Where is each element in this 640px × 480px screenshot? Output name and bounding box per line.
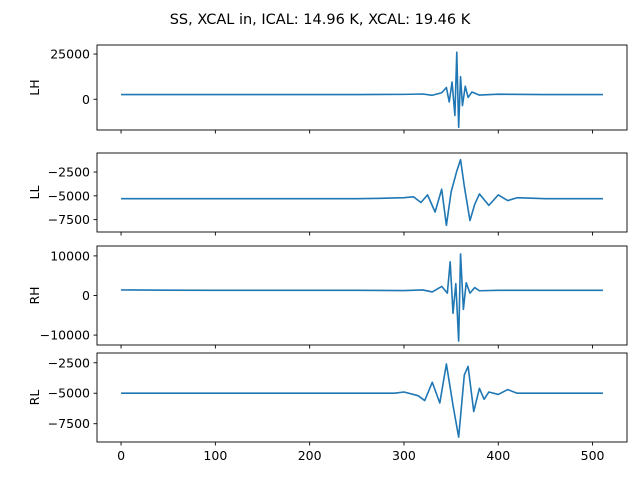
subplot-ll: −2500 −5000 −7500 LL: [27, 152, 628, 236]
y-tick-label: −7500: [48, 212, 90, 227]
x-tick-label: 300: [392, 448, 416, 463]
series-line-ll: [121, 158, 603, 227]
x-tick-label: 200: [298, 448, 322, 463]
figure-title: SS, XCAL in, ICAL: 14.96 K, XCAL: 19.46 …: [170, 12, 471, 28]
axes-frame: [96, 152, 628, 233]
x-tick-label: 400: [486, 448, 510, 463]
y-tick-label: −7500: [48, 416, 90, 431]
x-tick-label: 100: [203, 448, 227, 463]
axes-frame: [96, 44, 628, 131]
series-line-lh: [121, 51, 603, 129]
y-axis-label: LH: [27, 79, 42, 95]
y-axis-label: RL: [27, 390, 42, 406]
y-tick-label: 0: [82, 288, 90, 303]
y-tick-label: 0: [82, 92, 90, 107]
y-tick-label: −2500: [48, 165, 90, 180]
y-tick-label: −2500: [48, 355, 90, 370]
axes-frame: [96, 352, 628, 443]
subplots: 0 25000 LH −2500 −5000 −7500 LL 10000 0 −10000 RH −…: [27, 44, 628, 463]
subplot-rl: −2500 −5000 −7500 0 100 200 300 400 500 RL: [27, 352, 628, 463]
series-line-rh: [121, 253, 603, 342]
series-line-rl: [121, 363, 603, 438]
subplot-lh: 0 25000 LH: [27, 44, 628, 134]
y-tick-label: −10000: [40, 328, 90, 343]
y-axis-label: LL: [27, 186, 42, 200]
x-tick-label: 0: [117, 448, 125, 463]
y-tick-label: 25000: [50, 47, 90, 62]
y-tick-label: −5000: [48, 386, 90, 401]
subplot-rh: 10000 0 −10000 RH: [27, 245, 628, 349]
x-tick-label: 500: [581, 448, 605, 463]
axes-frame: [96, 245, 628, 346]
y-tick-label: −5000: [48, 188, 90, 203]
y-tick-label: 10000: [50, 248, 90, 263]
y-axis-label: RH: [27, 286, 42, 304]
